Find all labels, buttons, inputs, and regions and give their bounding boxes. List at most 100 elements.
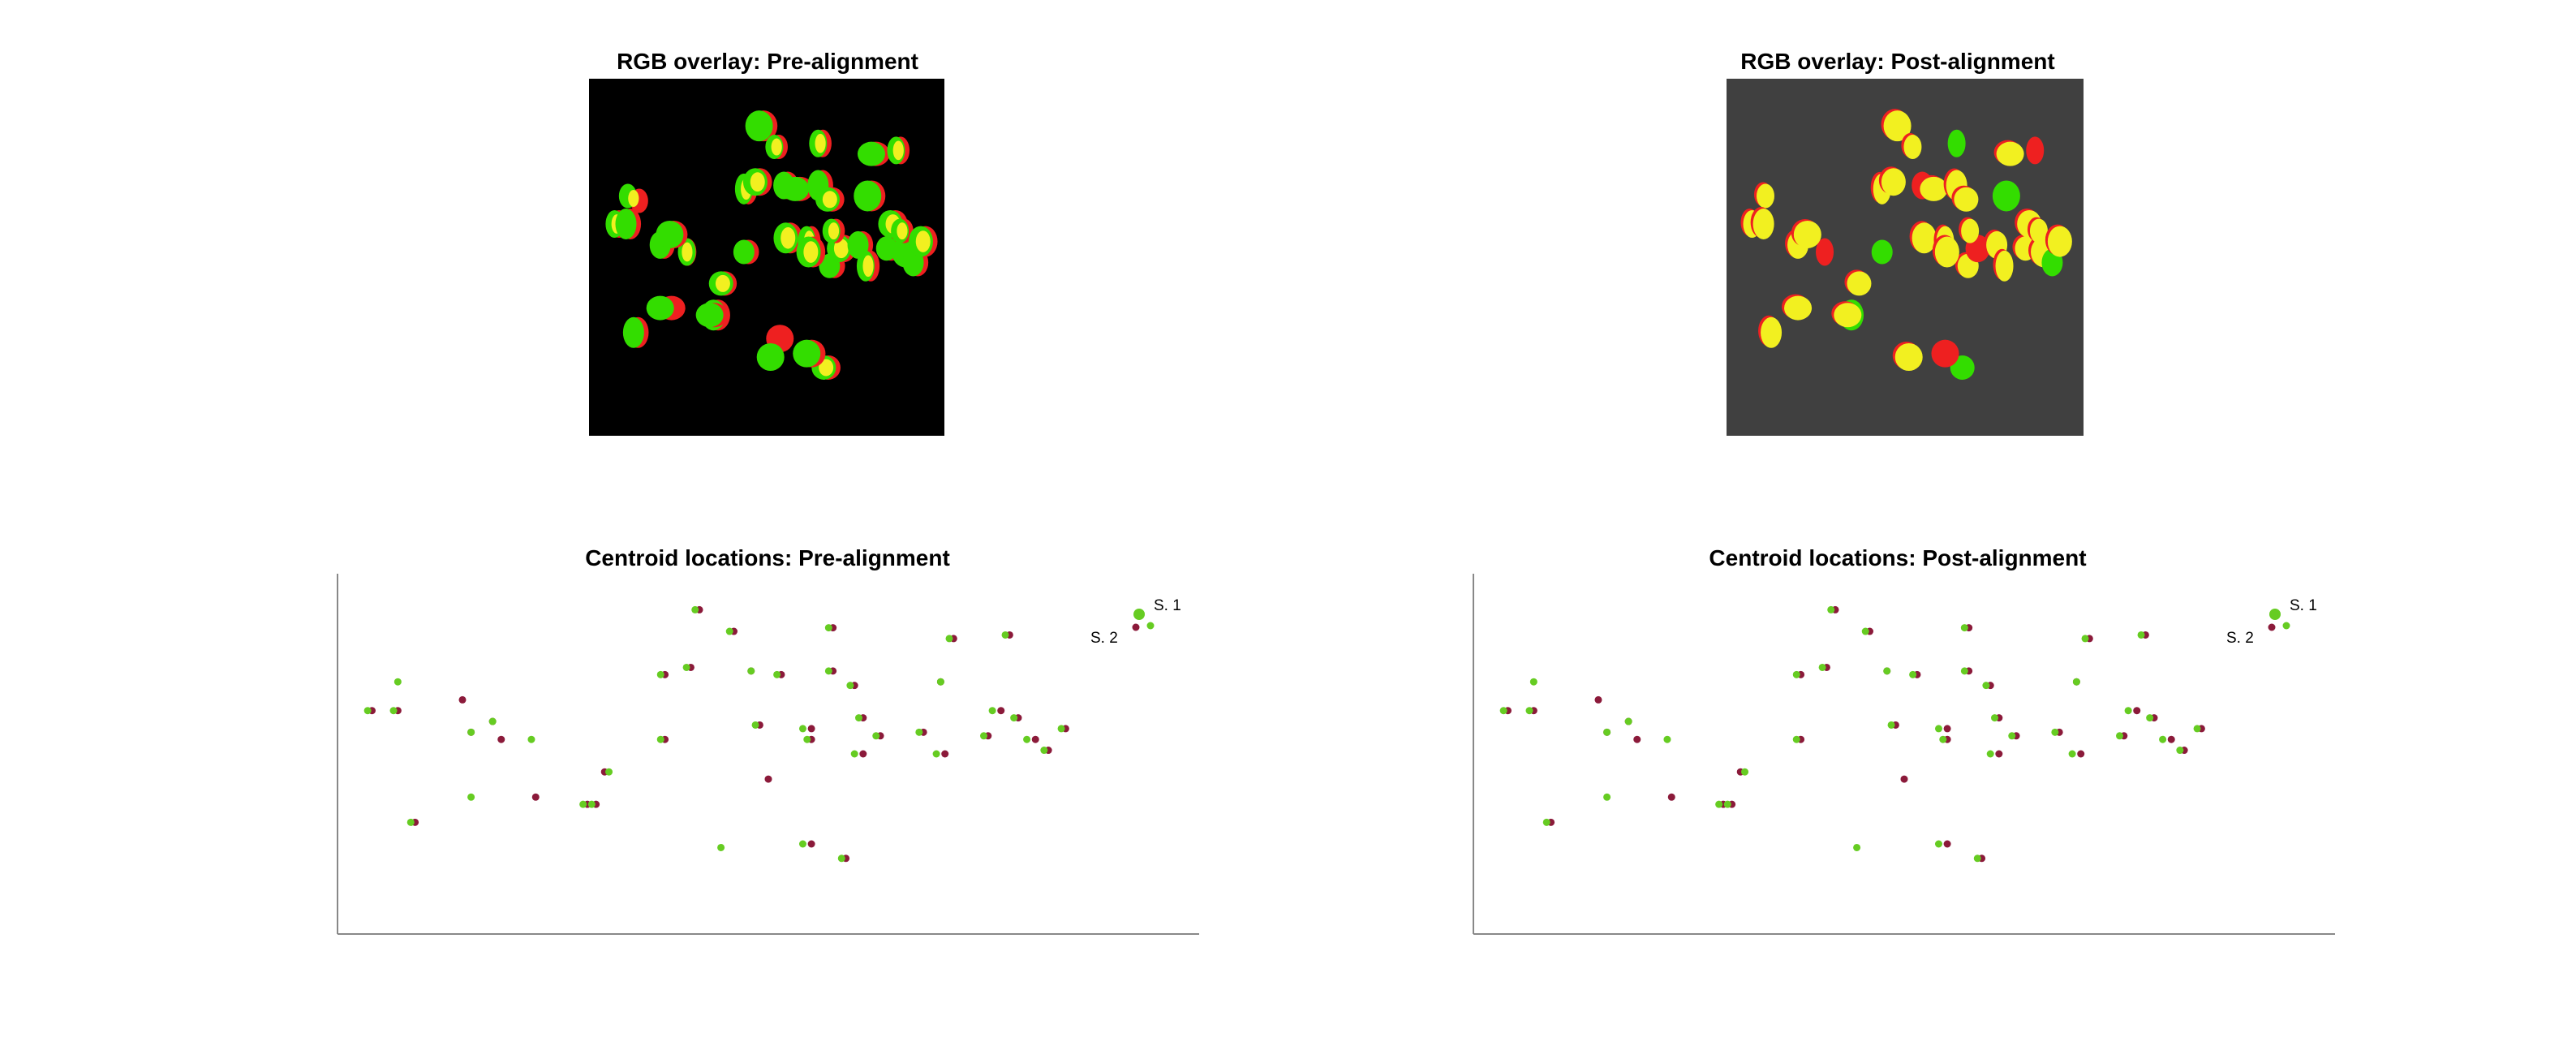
cell-overlap	[862, 255, 874, 278]
post-centroid-title: Centroid locations: Post-alignment	[1709, 545, 2087, 570]
cell-overlap	[1996, 141, 2024, 166]
point-s1	[1603, 728, 1611, 736]
point-s1	[717, 843, 725, 851]
cell-overlap	[1995, 250, 2014, 282]
point-s1	[988, 707, 996, 715]
legend-label-s2: S. 2	[1090, 630, 1118, 647]
legend-marker-s2	[1132, 623, 1140, 631]
point-s1	[527, 735, 535, 743]
cell-overlap	[1793, 220, 1821, 248]
cell-overlap	[1834, 303, 1862, 328]
point-s2	[1943, 840, 1951, 848]
legend-marker-s1	[2269, 609, 2281, 620]
point-s2	[1031, 735, 1039, 743]
point-s1	[1883, 667, 1891, 675]
cell-overlap	[1784, 295, 1813, 321]
point-s1	[751, 721, 759, 729]
legend-marker-s2	[2268, 623, 2276, 631]
point-s1	[2124, 707, 2132, 715]
point-s1	[467, 728, 475, 736]
point-s1	[1529, 678, 1537, 686]
point-s2	[807, 725, 815, 733]
point-s1	[1827, 605, 1835, 613]
legend-label-s1: S. 1	[2290, 597, 2317, 614]
cell-green	[854, 180, 882, 212]
point-s1	[1960, 667, 1968, 675]
point-s1	[1603, 793, 1611, 801]
point-s2	[997, 707, 1005, 715]
point-s1	[1934, 725, 1942, 733]
point-s1	[1499, 707, 1507, 715]
cell-overlap	[1934, 236, 1959, 268]
point-s1	[872, 732, 880, 740]
point-s1	[656, 735, 664, 743]
cell-green	[1947, 129, 1966, 157]
point-s1	[1057, 725, 1065, 733]
point-s1	[1624, 717, 1632, 725]
point-s2	[2077, 750, 2085, 758]
cell-overlap	[1883, 110, 1912, 142]
point-s1	[579, 800, 587, 808]
point-s1	[1542, 818, 1550, 826]
cell-green	[1871, 239, 1893, 265]
cell-overlap	[1903, 135, 1922, 160]
point-s2	[531, 793, 540, 801]
point-s1	[1991, 714, 1999, 722]
cell-overlap	[750, 172, 765, 192]
cell-overlap	[715, 274, 730, 292]
post-centroid-plot: S. 1 S. 2	[1472, 572, 2340, 937]
point-s1	[587, 800, 596, 808]
cell-overlap	[819, 359, 834, 377]
point-s1	[1909, 670, 1917, 678]
point-s1	[1010, 714, 1018, 722]
point-s1	[1960, 624, 1968, 632]
cell-overlap	[1920, 176, 1948, 201]
point-s1	[691, 605, 699, 613]
point-s1	[1861, 627, 1869, 635]
cell-green	[875, 236, 897, 261]
point-s2	[1943, 725, 1951, 733]
pre-centroid-plot: S. 1 S. 2	[336, 572, 1204, 937]
point-s1	[393, 678, 402, 686]
legend-marker-s1	[1133, 609, 1145, 620]
point-s1	[1982, 682, 1990, 690]
point-s2	[2133, 707, 2141, 715]
cell-overlap	[815, 133, 826, 153]
point-s1	[1741, 768, 1749, 776]
cell-green	[756, 343, 785, 371]
point-s2	[2167, 735, 2175, 743]
cell-overlap	[1756, 183, 1774, 209]
point-s1	[1853, 843, 1861, 851]
point-s1	[798, 725, 806, 733]
point-s2	[1667, 793, 1675, 801]
cell-overlap	[1752, 209, 1774, 239]
point-s1	[824, 624, 832, 632]
point-s2	[941, 750, 949, 758]
point-s1	[682, 663, 690, 671]
point-s1	[2193, 725, 2201, 733]
point-s1	[980, 732, 987, 740]
point-s1	[1887, 721, 1895, 729]
cell-overlap	[682, 242, 693, 262]
point-s1	[1663, 735, 1671, 743]
cell-green	[646, 295, 674, 321]
point-s1	[2051, 728, 2059, 736]
point-s2	[458, 695, 467, 704]
point-s1	[855, 714, 863, 722]
cell-overlap	[2047, 226, 2072, 257]
cell-red	[2026, 136, 2045, 165]
point-s1	[936, 678, 944, 686]
point-s1	[773, 670, 781, 678]
point-s2	[764, 775, 772, 783]
cell-overlap	[1954, 187, 1979, 212]
cell-green	[615, 209, 637, 239]
point-s1	[1986, 750, 1994, 758]
point-s1	[747, 667, 755, 675]
cell-overlap	[822, 191, 837, 209]
point-s1	[2116, 732, 2123, 740]
point-s1	[846, 682, 854, 690]
point-s2	[1594, 695, 1602, 704]
point-s1	[389, 707, 398, 715]
point-s1	[1001, 631, 1009, 639]
cell-green	[745, 110, 773, 142]
